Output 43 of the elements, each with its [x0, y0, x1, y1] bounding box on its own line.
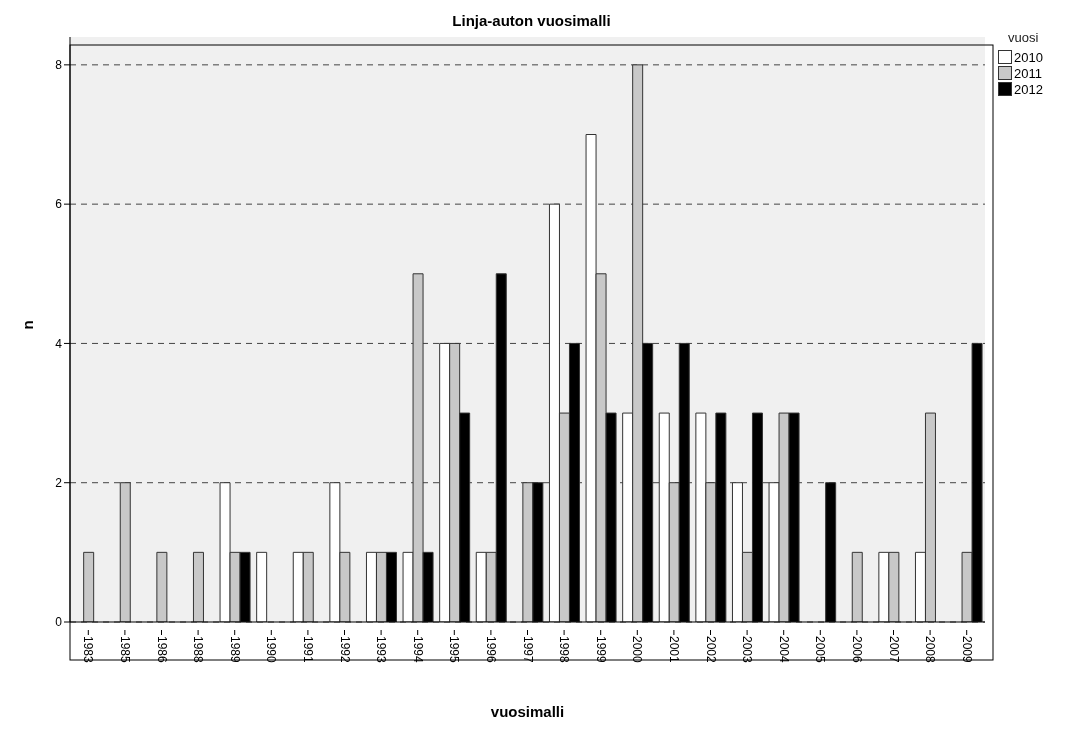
- x-tick-label: 2003: [740, 636, 755, 664]
- x-tick-label: 1983: [81, 636, 96, 664]
- x-tick-label: 2006: [849, 636, 864, 664]
- y-tick-label: 8: [55, 58, 63, 73]
- x-tick-label: 1985: [117, 636, 132, 664]
- x-tick-label: 1989: [227, 636, 242, 664]
- x-tick-label: 1993: [374, 636, 389, 664]
- legend-label: 2012: [1014, 81, 1043, 97]
- bar: [851, 551, 863, 622]
- x-tick-label: 2008: [923, 636, 938, 664]
- x-tick-label: 2000: [630, 636, 645, 664]
- x-tick-label: 1991: [300, 636, 315, 664]
- chart-title: Linja-auton vuosimalli: [451, 12, 612, 29]
- x-tick-label: 1994: [410, 636, 425, 664]
- x-tick-label: 1996: [483, 636, 498, 664]
- x-tick-label: 1986: [154, 636, 169, 664]
- x-axis-title: vuosimalli: [490, 703, 565, 720]
- x-tick-label: 1995: [447, 636, 462, 664]
- y-tick-label: 6: [55, 197, 63, 212]
- bar: [256, 551, 268, 622]
- y-tick-label: 4: [55, 336, 63, 351]
- x-tick-label: 2009: [959, 636, 974, 664]
- legend-label: 2011: [1014, 65, 1042, 81]
- x-tick-label: 1992: [337, 636, 352, 664]
- legend-title: vuosi: [1008, 30, 1040, 45]
- x-tick-label: 1999: [593, 636, 608, 664]
- bar: [83, 551, 95, 622]
- y-tick-label: 2: [55, 475, 63, 490]
- bar: [156, 551, 168, 622]
- y-tick-label: 0: [55, 615, 63, 630]
- bar: [192, 551, 204, 622]
- x-tick-label: 2007: [886, 636, 901, 664]
- x-tick-label: 1990: [264, 636, 279, 664]
- x-tick-label: 1988: [191, 636, 206, 664]
- x-tick-label: 1997: [520, 636, 535, 664]
- x-tick-label: 2005: [813, 636, 828, 664]
- x-tick-label: 2002: [703, 636, 718, 664]
- bar: [119, 482, 131, 622]
- x-tick-label: 1998: [557, 636, 572, 664]
- x-tick-label: 2004: [776, 636, 791, 664]
- x-tick-label: 2001: [666, 636, 681, 664]
- legend-label: 2010: [1014, 49, 1043, 65]
- y-axis-title: n: [19, 320, 37, 330]
